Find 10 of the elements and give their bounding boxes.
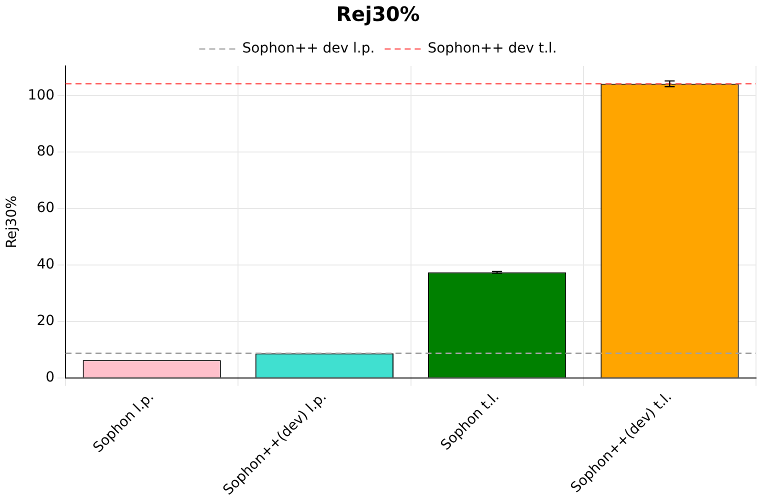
y-tick-label: 0 (46, 370, 55, 386)
y-tick-label: 60 (36, 200, 55, 216)
y-tick-label: 20 (36, 313, 55, 330)
y-tick-label: 40 (36, 256, 55, 273)
legend-label: Sophon++ dev l.p. (242, 40, 375, 57)
chart-title: Rej30% (336, 2, 420, 26)
legend-label: Sophon++ dev t.l. (428, 40, 557, 57)
y-tick-label: 80 (36, 144, 55, 160)
y-axis-title: Rej30% (4, 196, 20, 248)
y-tick-label: 100 (28, 87, 55, 104)
